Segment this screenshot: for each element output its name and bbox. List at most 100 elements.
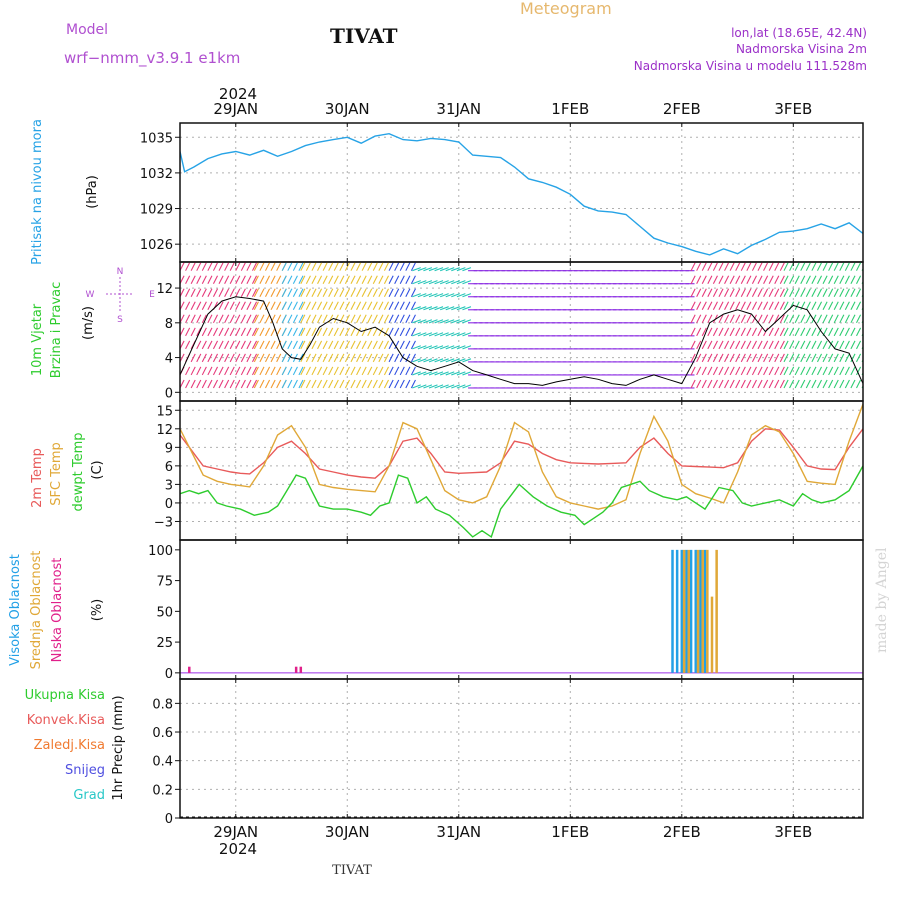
wind-barb (757, 288, 763, 297)
wind-barb (190, 366, 196, 376)
wind-barb (690, 288, 696, 297)
wind-barb (201, 340, 207, 350)
wind-barb (372, 314, 378, 324)
wind-barb (833, 366, 839, 376)
wind-barb (828, 379, 834, 389)
wind-barb (185, 301, 191, 311)
wind-barb (746, 353, 752, 363)
wind-barb (789, 366, 795, 376)
wind-barb (300, 288, 306, 297)
wind-barb (707, 327, 713, 337)
wind-barb (259, 327, 265, 337)
wind-barb (789, 327, 795, 337)
wind-barb (259, 314, 265, 324)
wind-barb (270, 366, 276, 376)
wind-barb (265, 327, 271, 337)
wind-barb (856, 353, 862, 363)
wind-barb (746, 301, 752, 311)
wind-barb (281, 379, 287, 389)
wind-barb (412, 384, 421, 389)
wind-barb (729, 288, 735, 297)
wind-barb (707, 379, 713, 389)
wind-barb (701, 340, 707, 350)
wind-barb (224, 366, 230, 376)
wind-barb (372, 327, 378, 337)
wind-barb (451, 293, 460, 298)
wind-barb (774, 275, 780, 284)
wind-barb (270, 301, 276, 311)
wind-barb (735, 353, 741, 363)
wind-barb (218, 314, 224, 324)
wind-barb (388, 288, 394, 297)
wind-barb (317, 288, 323, 297)
wind-barb (344, 379, 350, 389)
wind-barb (281, 366, 287, 376)
wind-barb (774, 262, 780, 271)
wind-barb (224, 314, 230, 324)
wind-barb (445, 384, 455, 389)
wind-barb (712, 262, 718, 271)
wind-barb (235, 327, 241, 337)
wind-barb (322, 366, 328, 376)
y-tick-label: 8 (165, 317, 173, 332)
wind-barb (751, 327, 757, 337)
wind-barb (350, 340, 356, 350)
wind-barb (746, 288, 752, 297)
wind-barb (779, 301, 785, 311)
wind-barb (190, 301, 196, 311)
wind-barb (305, 327, 311, 337)
wind-barb (423, 267, 433, 272)
wind-barb (789, 340, 795, 350)
wind-barb (394, 314, 400, 324)
wind-barb (456, 306, 466, 311)
wind-barb (751, 262, 757, 271)
wind-barb (322, 340, 328, 350)
wind-barb (805, 288, 811, 297)
wind-barb (779, 262, 785, 271)
wind-barb (783, 275, 789, 284)
wind-barb (707, 353, 713, 363)
bottom-day-labels: 29JAN 30JAN 31JAN 1FEB 2FEB 3FEB (213, 823, 812, 841)
top-year-label: 2024 (219, 85, 257, 103)
wind-barb (276, 262, 282, 271)
wind-barb (270, 262, 276, 271)
wind-barb (856, 327, 862, 337)
series-layer (180, 403, 863, 538)
wind-barb (839, 262, 845, 271)
wind-barb (276, 275, 282, 284)
wind-barb (805, 366, 811, 376)
wind-barb (822, 314, 828, 324)
wind-barb (783, 366, 789, 376)
wind-barb (746, 379, 752, 389)
wind-barb (229, 327, 235, 337)
wind-barb (253, 353, 259, 363)
wind-barb (212, 262, 219, 271)
wind-barb (224, 353, 230, 363)
wind-barb (768, 353, 774, 363)
wind-barb (800, 262, 806, 271)
wind-barb (265, 314, 271, 324)
wind-barb (224, 301, 230, 311)
wind-barb (311, 340, 317, 350)
wind-barb (794, 314, 800, 324)
wind-barb (434, 384, 444, 389)
wind-barb (253, 288, 259, 297)
wind-barb (333, 288, 339, 297)
y-tick-label: 50 (156, 605, 173, 620)
wind-barb (367, 314, 373, 324)
wind-barb (201, 301, 207, 311)
wind-barb (844, 353, 850, 363)
wind-barb (361, 288, 367, 297)
y-tick-label: 0 (165, 497, 173, 512)
wind-barb (440, 293, 449, 298)
wind-barb (287, 314, 293, 324)
wind-barb (462, 332, 472, 337)
temp-label-sfc: SFC Temp (49, 442, 64, 506)
wind-barb (774, 340, 780, 350)
wind-barb (783, 301, 789, 311)
wind-barb (774, 353, 780, 363)
wind-barb (451, 345, 460, 350)
wind-barb (833, 379, 839, 389)
wind-barb (828, 366, 834, 376)
wind-barb (816, 366, 823, 376)
